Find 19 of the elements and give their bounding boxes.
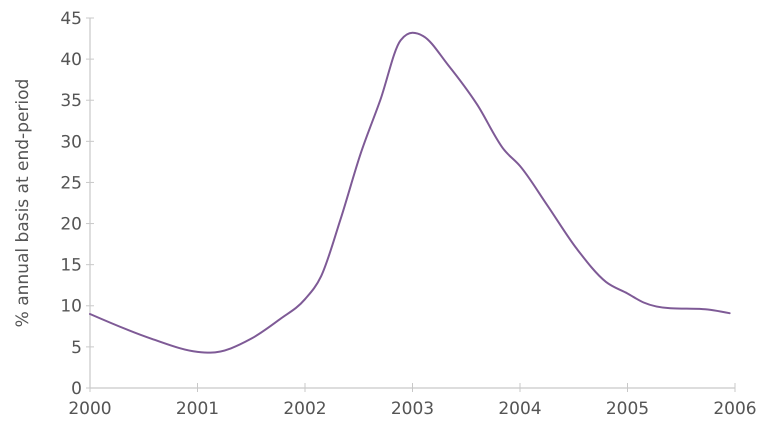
x-tick-label: 2004 (498, 399, 542, 419)
x-tick-label: 2006 (713, 399, 757, 419)
y-tick-label: 0 (71, 378, 82, 399)
y-tick-label: 25 (60, 173, 82, 194)
line-series (89, 32, 731, 354)
x-tick-label: 2001 (176, 399, 220, 419)
y-tick-label: 20 (60, 214, 82, 235)
x-tick-label: 2003 (390, 399, 434, 419)
x-tick-label: 2002 (283, 399, 327, 419)
y-tick-label: 5 (71, 338, 82, 358)
y-tick-label: 30 (60, 132, 82, 152)
x-tick-label: 2005 (606, 399, 650, 419)
y-tick-label: 40 (60, 50, 82, 70)
x-tick-label: 2000 (68, 399, 112, 419)
y-axis-title: % annual basis at end-period (13, 78, 33, 328)
y-tick-label: 15 (60, 256, 82, 276)
y-tick-label: 35 (60, 91, 82, 112)
y-tick-label: 45 (60, 8, 82, 29)
y-tick-label: 10 (60, 296, 82, 317)
